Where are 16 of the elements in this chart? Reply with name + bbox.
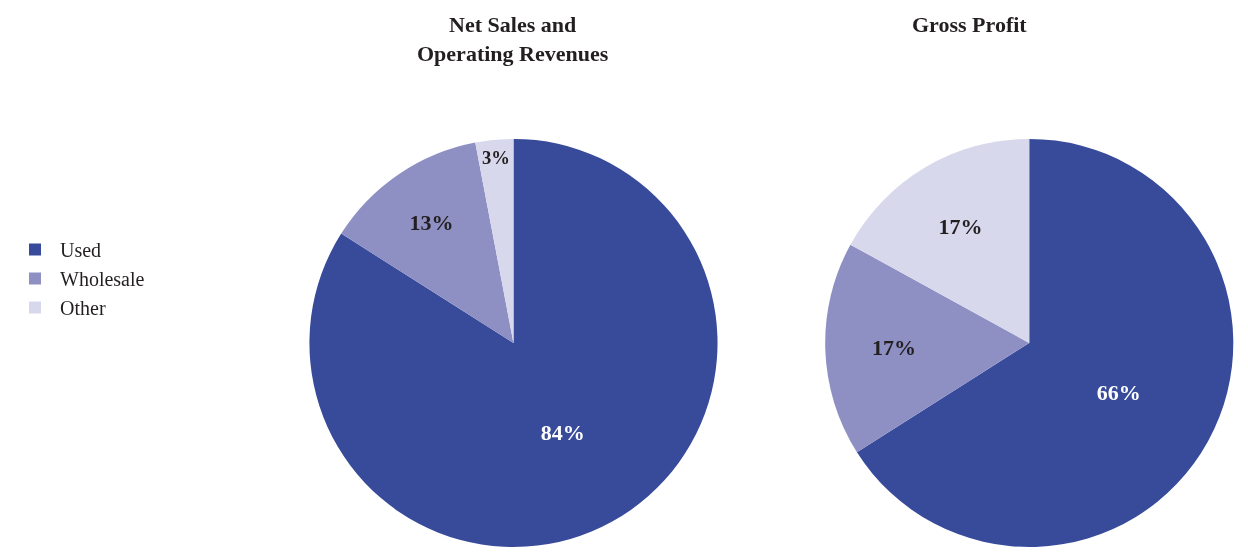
chart-title: Gross Profit	[912, 12, 1028, 37]
pie-slice	[825, 244, 1030, 453]
pie-slice	[341, 142, 514, 343]
legend-label: Wholesale	[60, 268, 145, 291]
legend-label: Other	[60, 297, 106, 320]
legend-label: Used	[60, 239, 102, 262]
data-label: 13%	[409, 209, 454, 235]
data-label: 66%	[1096, 379, 1141, 405]
pie-slice	[309, 138, 718, 547]
data-label: 17%	[872, 334, 917, 360]
chart-title: Net Sales and Operating Revenues	[417, 12, 609, 66]
data-label: 84%	[540, 419, 585, 445]
pie-slice	[856, 138, 1234, 547]
data-label: 17%	[938, 214, 983, 240]
data-label: 3%	[481, 146, 510, 168]
pie-slice	[850, 138, 1030, 343]
